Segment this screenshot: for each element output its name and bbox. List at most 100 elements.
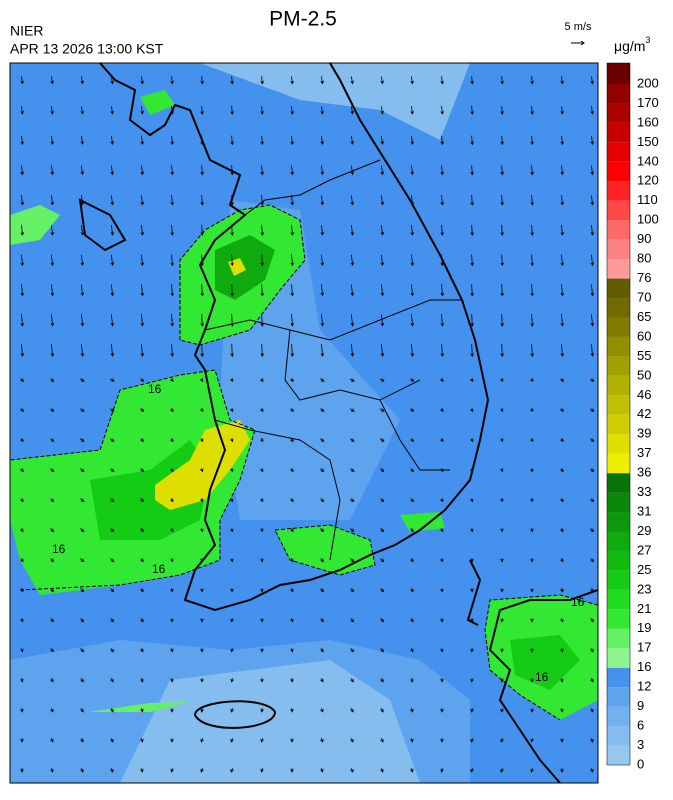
colorbar-label: 160 bbox=[637, 114, 659, 129]
wind-arrow bbox=[560, 678, 564, 683]
wind-arrow bbox=[110, 588, 115, 593]
wind-arrow bbox=[80, 647, 84, 653]
wind-arrow bbox=[200, 708, 204, 713]
wind-arrow bbox=[320, 558, 324, 563]
wind-arrow bbox=[440, 105, 444, 115]
wind-arrow bbox=[350, 588, 355, 593]
wind-arrow bbox=[470, 195, 474, 206]
wind-arrow bbox=[320, 648, 324, 653]
wind-arrow bbox=[50, 106, 54, 115]
wind-arrow bbox=[500, 438, 504, 443]
wind-arrow bbox=[380, 588, 385, 593]
wind-arrow bbox=[110, 254, 115, 267]
map-frame bbox=[9, 62, 599, 784]
wind-arrow bbox=[440, 648, 444, 653]
wind-arrow bbox=[110, 737, 114, 743]
wind-arrow bbox=[140, 438, 145, 442]
wind-arrow bbox=[560, 254, 565, 267]
wind-arrow bbox=[200, 313, 204, 327]
wind-arrow bbox=[50, 498, 55, 503]
wind-arrow bbox=[560, 767, 564, 773]
wind-arrow bbox=[350, 314, 355, 327]
wind-arrow bbox=[320, 498, 325, 503]
wind-arrow bbox=[560, 588, 564, 593]
wind-arrow bbox=[560, 528, 564, 533]
wind-arrow bbox=[470, 708, 474, 713]
wind-scale-arrow bbox=[571, 40, 585, 46]
wind-arrow bbox=[530, 76, 534, 85]
wind-arrow bbox=[560, 498, 564, 503]
wind-arrow bbox=[590, 165, 595, 176]
wind-arrow bbox=[590, 677, 594, 683]
wind-arrow bbox=[379, 438, 385, 442]
wind-arrow bbox=[320, 284, 325, 297]
wind-arrow bbox=[290, 648, 294, 653]
wind-arrow bbox=[380, 195, 385, 206]
wind-arrow bbox=[170, 438, 174, 443]
wind-arrow bbox=[170, 408, 174, 412]
wind-arrow bbox=[410, 498, 414, 503]
wind-arrow bbox=[110, 528, 115, 533]
wind-arrow bbox=[379, 408, 385, 412]
wind-arrow bbox=[110, 558, 115, 563]
colorbar-label: 200 bbox=[637, 75, 659, 90]
wind-arrow bbox=[380, 707, 384, 713]
wind-arrow bbox=[260, 438, 264, 443]
wind-arrow bbox=[410, 165, 415, 176]
wind-arrow bbox=[260, 558, 264, 563]
wind-arrow bbox=[20, 195, 25, 206]
colorbar-label: 170 bbox=[637, 95, 659, 110]
wind-arrow bbox=[140, 135, 144, 146]
wind-arrow bbox=[290, 468, 294, 473]
wind-arrow bbox=[320, 408, 325, 412]
colorbar-label: 37 bbox=[637, 445, 651, 460]
wind-arrow bbox=[170, 708, 174, 713]
colorbar-segment bbox=[607, 298, 630, 318]
wind-arrow bbox=[140, 707, 144, 713]
wind-arrow bbox=[230, 767, 234, 773]
wind-arrow bbox=[470, 224, 474, 237]
colorbar-label: 3 bbox=[637, 737, 644, 752]
colorbar-label: 17 bbox=[637, 640, 651, 655]
wind-arrow bbox=[349, 528, 355, 533]
wind-arrow bbox=[590, 343, 595, 357]
unit-exponent: 3 bbox=[645, 35, 650, 45]
wind-arrow bbox=[140, 284, 145, 297]
wind-arrow bbox=[350, 618, 355, 623]
wind-arrow bbox=[500, 224, 504, 237]
wind-arrow bbox=[80, 343, 85, 357]
wind-arrow bbox=[380, 343, 385, 357]
wind-arrow bbox=[530, 284, 534, 297]
wind-arrow bbox=[470, 254, 474, 267]
wind-arrow bbox=[20, 254, 25, 267]
wind-arrow bbox=[350, 135, 355, 145]
wind-arrow bbox=[140, 165, 145, 176]
colorbar-label: 50 bbox=[637, 367, 651, 382]
colorbar-segment bbox=[607, 122, 630, 143]
wind-arrow bbox=[410, 618, 414, 623]
wind-arrow bbox=[200, 408, 204, 413]
pm-area-kyushu-core bbox=[510, 635, 580, 690]
wind-arrow bbox=[50, 76, 54, 85]
wind-arrow bbox=[50, 558, 54, 563]
wind-arrow bbox=[530, 438, 534, 443]
wind-arrow bbox=[440, 558, 444, 563]
wind-arrow bbox=[230, 135, 234, 146]
colorbar-segment bbox=[607, 550, 630, 571]
wind-arrow bbox=[440, 708, 444, 713]
colorbar-segment bbox=[607, 434, 630, 454]
wind-arrow bbox=[110, 165, 115, 176]
wind-arrow bbox=[500, 76, 504, 85]
wind-arrow bbox=[260, 165, 264, 176]
wind-arrow bbox=[470, 378, 474, 383]
wind-arrow bbox=[530, 135, 534, 146]
wind-arrow bbox=[230, 558, 234, 563]
wind-arrow bbox=[410, 767, 414, 773]
wind-arrow bbox=[590, 284, 595, 297]
wind-arrow bbox=[200, 498, 204, 503]
wind-arrow bbox=[410, 737, 414, 743]
colorbar-segment bbox=[607, 278, 630, 299]
wind-arrow bbox=[50, 254, 55, 267]
colorbar-label: 16 bbox=[637, 659, 651, 674]
wind-arrow bbox=[350, 767, 354, 773]
